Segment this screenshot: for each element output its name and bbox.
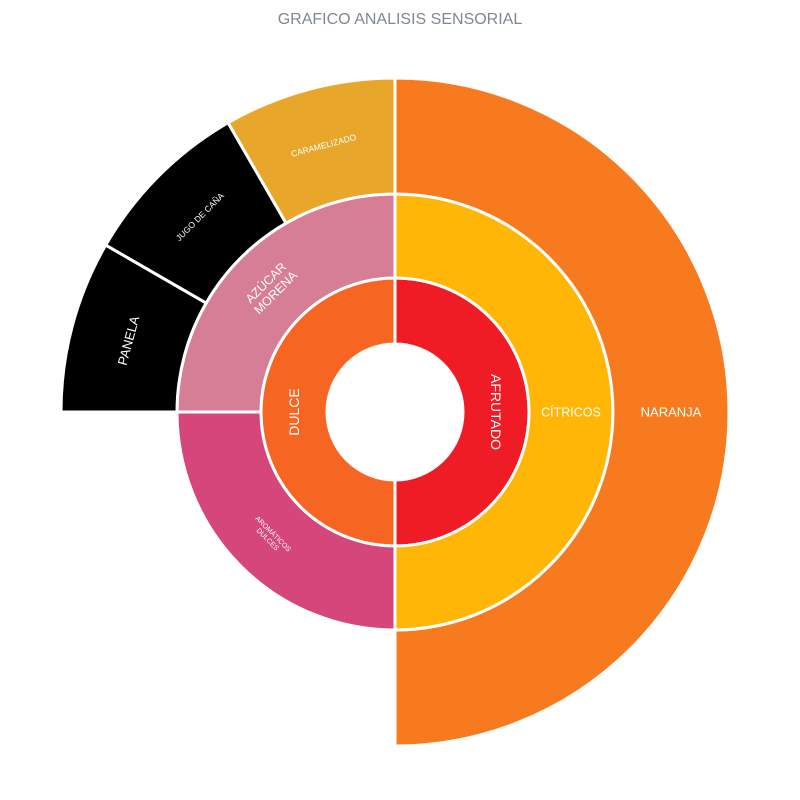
segment-aromaticos-dulces[interactable] [175,410,397,632]
label-afrutado: AFRUTADO [488,374,504,450]
segment-caramelizado[interactable] [226,76,397,226]
label-citricos: CÍTRICOS [541,404,601,419]
segment-naranja[interactable] [393,76,731,748]
label-dulce: DULCE [286,388,302,435]
label-naranja: NARANJA [641,405,702,420]
chart-title: GRAFICO ANALISIS SENSORIAL [277,11,523,28]
